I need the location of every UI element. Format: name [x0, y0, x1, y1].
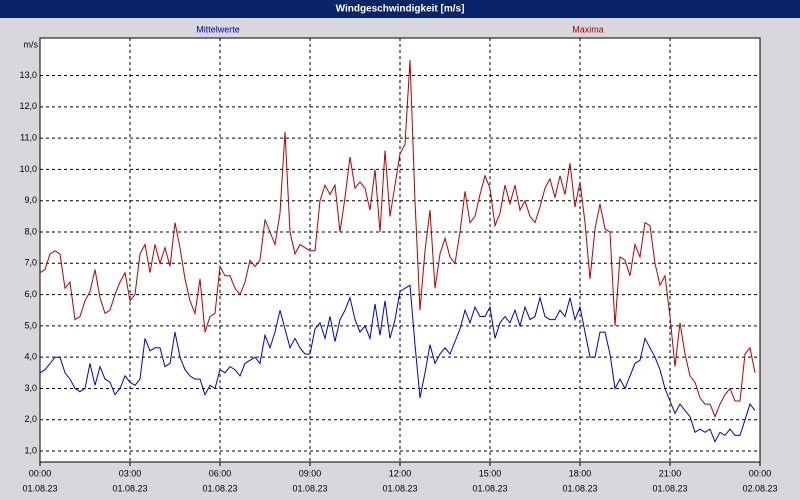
- legend-entry: Mittelwerte: [196, 24, 240, 34]
- y-tick-label: 3,0: [24, 383, 37, 393]
- x-tick-date: 01.08.23: [562, 483, 597, 493]
- y-tick-label: 7,0: [24, 258, 37, 268]
- x-tick-label: 21:00: [659, 468, 682, 478]
- x-tick-date: 02.08.23: [742, 483, 777, 493]
- title-bar: [0, 0, 800, 18]
- x-tick-label: 09:00: [299, 468, 322, 478]
- y-tick-label: 2,0: [24, 414, 37, 424]
- x-tick-label: 18:00: [569, 468, 592, 478]
- x-tick-date: 01.08.23: [202, 483, 237, 493]
- y-tick-label: 6,0: [24, 289, 37, 299]
- x-tick-date: 01.08.23: [472, 483, 507, 493]
- x-tick-label: 06:00: [209, 468, 232, 478]
- y-tick-label: 5,0: [24, 320, 37, 330]
- y-axis-label: m/s: [24, 39, 39, 49]
- y-tick-label: 4,0: [24, 352, 37, 362]
- y-tick-label: 13,0: [19, 70, 37, 80]
- y-tick-label: 9,0: [24, 195, 37, 205]
- y-tick-label: 8,0: [24, 226, 37, 236]
- x-tick-label: 00:00: [29, 468, 52, 478]
- y-tick-label: 11,0: [20, 133, 37, 143]
- legend-entry: Maxima: [572, 24, 604, 34]
- x-tick-label: 15:00: [479, 468, 502, 478]
- y-tick-label: 12,0: [19, 101, 37, 111]
- x-tick-date: 01.08.23: [292, 483, 327, 493]
- x-tick-date: 01.08.23: [22, 483, 57, 493]
- x-tick-label: 12:00: [389, 468, 412, 478]
- y-tick-label: 10,0: [19, 164, 37, 174]
- x-tick-date: 01.08.23: [112, 483, 147, 493]
- x-tick-label: 00:00: [749, 468, 772, 478]
- data-line: [39, 59, 756, 418]
- chart-title: Windgeschwindigkeit [m/s]: [336, 4, 465, 15]
- x-tick-date: 01.08.23: [382, 483, 417, 493]
- x-tick-label: 03:00: [119, 468, 142, 478]
- y-tick-label: 1,0: [24, 445, 37, 455]
- data-line: [39, 284, 756, 443]
- x-tick-date: 01.08.23: [652, 483, 687, 493]
